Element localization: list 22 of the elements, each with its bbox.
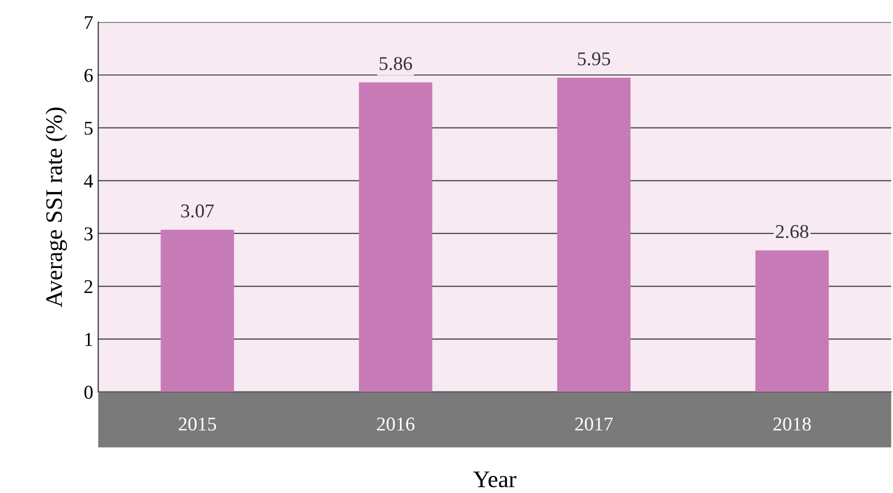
y-tick-label: 0 [84,386,93,399]
y-tick-label: 7 [84,16,93,29]
y-tick-label: 1 [85,333,92,346]
data-label: 3.07 [181,204,214,218]
y-tick-label: 3 [84,227,93,240]
y-tick-label: 6 [84,68,93,82]
x-tick-label: 2016 [377,417,414,431]
data-label: 5.86 [380,56,412,70]
data-label: 2.68 [776,224,808,238]
y-tick-label: 4 [84,174,94,188]
bar [755,250,829,392]
data-label: 5.95 [578,52,610,66]
bar [557,78,631,392]
bar [358,82,432,392]
x-tick-label: 2017 [575,417,613,431]
y-tick-label: 2 [84,280,92,294]
x-axis-title: Year [473,472,516,488]
y-axis-title: Average SSI rate (%) [46,108,67,308]
y-tick-label: 5 [84,122,93,135]
bar [160,230,234,392]
x-tick-label: 2018 [774,417,811,431]
x-tick-label: 2015 [178,417,216,431]
